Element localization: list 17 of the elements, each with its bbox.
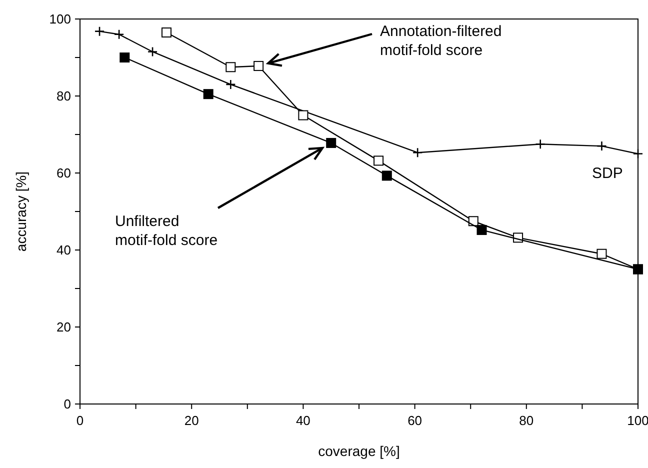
y-tick-label: 0 (64, 396, 71, 412)
y-tick-label: 40 (56, 242, 71, 258)
x-tick-label: 40 (296, 413, 310, 428)
y-axis-title: accuracy [%] (13, 171, 29, 252)
x-tick-label: 100 (627, 413, 648, 428)
x-tick-label: 80 (519, 413, 534, 428)
x-axis-title: coverage [%] (318, 443, 400, 459)
series-label: SDP (592, 165, 623, 182)
x-tick-label: 20 (184, 413, 199, 428)
text: Annotation-filtered motif-fold score (380, 23, 502, 59)
y-tick-label: 60 (56, 166, 71, 180)
y-tick-label: 20 (56, 320, 71, 334)
x-tick-label: 60 (408, 413, 422, 428)
text: Unfiltered motif-fold score (115, 213, 218, 249)
x-tick-label: 0 (76, 413, 84, 428)
y-tick-label: 80 (56, 88, 71, 104)
y-tick-label: 100 (49, 12, 71, 26)
